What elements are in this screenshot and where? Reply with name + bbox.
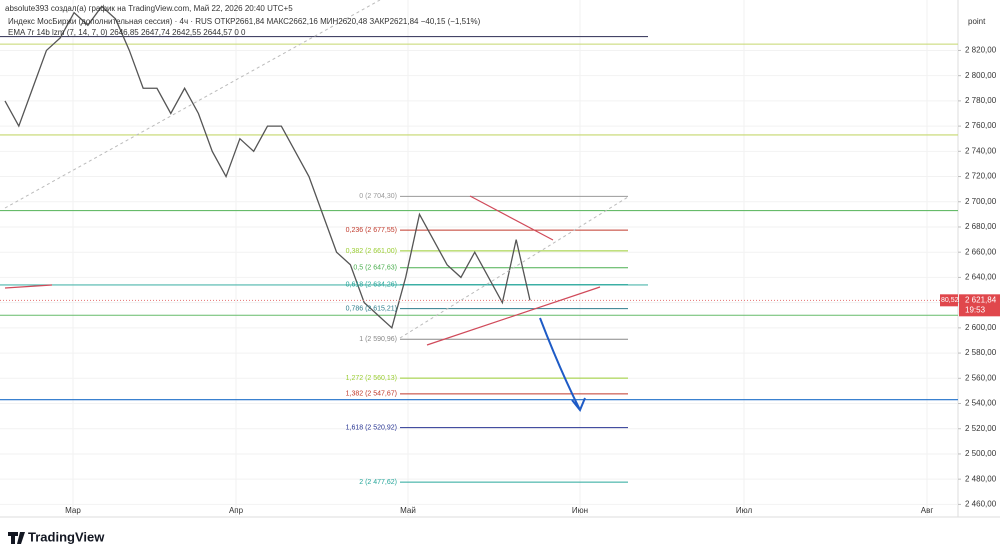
- trendline: [4, 284, 53, 289]
- dotted-trendline: [399, 196, 629, 339]
- y-tick-label: 2 680,00: [965, 222, 997, 231]
- y-tick-label: 2 780,00: [965, 96, 997, 105]
- last-price-tag: [959, 294, 1000, 317]
- y-tick-label: 2 540,00: [965, 399, 997, 408]
- y-tick-label: 2 700,00: [965, 197, 997, 206]
- y-tick-label: 2 600,00: [965, 323, 997, 332]
- fib-label: 2 (2 477,62): [359, 479, 397, 486]
- x-tick-label: Мар: [65, 506, 81, 515]
- axis-unit: point: [968, 17, 986, 26]
- y-tick-label: 2 720,00: [965, 172, 997, 181]
- fib-label: 1 (2 590,96): [359, 336, 397, 343]
- last-price-label: 2 621,84: [965, 295, 997, 304]
- fib-label: 0,786 (2 615,21): [346, 306, 397, 313]
- x-tick-label: Май: [400, 506, 416, 515]
- y-tick-label: 2 580,00: [965, 348, 997, 357]
- x-tick-label: Авг: [921, 506, 934, 515]
- price-line: [4, 5, 531, 330]
- y-tick-label: 2 760,00: [965, 121, 997, 130]
- fib-label: 1,618 (2 520,92): [346, 424, 397, 431]
- y-tick-label: 2 520,00: [965, 424, 997, 433]
- forecast-arrow: [539, 317, 586, 412]
- y-tick-label: 2 560,00: [965, 373, 997, 382]
- trendline: [426, 286, 601, 346]
- side-tag-label: 80,52: [941, 297, 959, 304]
- y-tick-label: 2 640,00: [965, 273, 997, 282]
- indicator: EMA 7r 14b lzm (7, 14, 7, 0) 2646,85 264…: [8, 28, 246, 37]
- logo: [8, 532, 25, 544]
- y-tick-label: 2 660,00: [965, 247, 997, 256]
- y-tick-label: 2 460,00: [965, 499, 997, 508]
- y-tick-label: 2 740,00: [965, 146, 997, 155]
- x-tick-label: Апр: [229, 506, 244, 515]
- header: absolute393 создал(а) график на TradingV…: [5, 4, 293, 13]
- fib-label: 0,382 (2 661,00): [346, 248, 397, 255]
- fib-label: 1,382 (2 547,67): [346, 391, 397, 398]
- x-tick-label: Июн: [572, 506, 588, 515]
- fib-label: 0 (2 704,30): [359, 193, 397, 200]
- y-tick-label: 2 820,00: [965, 46, 997, 55]
- countdown: 19:53: [965, 305, 986, 314]
- x-tick-label: Июл: [736, 506, 753, 515]
- fib-label: 0,5 (2 647,63): [353, 265, 397, 272]
- legend: Индекс МосБиржи (дополнительная сессия) …: [8, 17, 481, 26]
- fib-label: 0,236 (2 677,55): [346, 227, 397, 234]
- trendline: [469, 195, 554, 241]
- fib-label: 0,618 (2 634,26): [346, 281, 397, 288]
- y-tick-label: 2 500,00: [965, 449, 997, 458]
- brand: TradingView: [28, 529, 105, 544]
- y-tick-label: 2 480,00: [965, 474, 997, 483]
- fib-label: 1,272 (2 560,13): [346, 375, 397, 382]
- side-tag: [940, 294, 958, 307]
- y-tick-label: 2 800,00: [965, 71, 997, 80]
